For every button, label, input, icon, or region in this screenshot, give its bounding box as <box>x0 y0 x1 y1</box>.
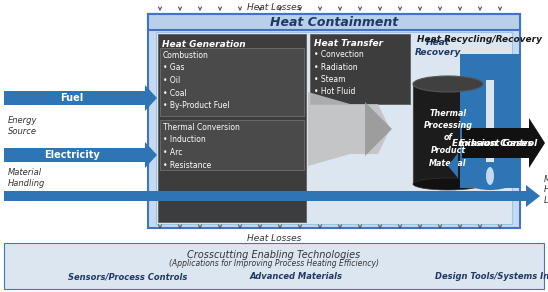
Bar <box>4 91 145 105</box>
Text: Heat Generation: Heat Generation <box>162 40 246 49</box>
Text: Energy
Source: Energy Source <box>8 116 37 136</box>
Text: Advanced Materials: Advanced Materials <box>250 272 343 281</box>
Text: Heat Transfer: Heat Transfer <box>314 39 383 48</box>
Text: Heat Recycling/Recovery: Heat Recycling/Recovery <box>417 36 542 44</box>
Text: Design Tools/Systems Integration: Design Tools/Systems Integration <box>435 272 548 281</box>
Text: Heat Losses: Heat Losses <box>247 234 301 243</box>
Ellipse shape <box>460 162 520 190</box>
Bar <box>148 14 520 30</box>
Bar <box>160 120 304 170</box>
Polygon shape <box>462 118 545 168</box>
Text: • Convection
• Radiation
• Steam
• Hot Fluid: • Convection • Radiation • Steam • Hot F… <box>314 50 364 96</box>
Polygon shape <box>4 85 157 111</box>
Text: Electricity: Electricity <box>44 150 100 160</box>
Bar <box>460 54 486 188</box>
Text: (Applications for Improving Process Heating Efficiency): (Applications for Improving Process Heat… <box>169 259 379 268</box>
Bar <box>413 84 483 184</box>
Text: Fuel: Fuel <box>60 93 84 103</box>
Bar <box>4 191 526 201</box>
Bar <box>310 34 410 104</box>
Bar <box>158 34 306 222</box>
Bar <box>160 48 304 116</box>
Text: Material
Handling
Losses: Material Handling Losses <box>544 175 548 205</box>
Text: Heat Containment: Heat Containment <box>270 15 398 29</box>
Text: Thermal
Processing
of
Product
Material: Thermal Processing of Product Material <box>424 109 472 168</box>
Polygon shape <box>365 102 392 156</box>
Ellipse shape <box>413 76 483 92</box>
Bar <box>4 243 544 289</box>
Text: Thermal Conversion
• Induction
• Arc
• Resistance: Thermal Conversion • Induction • Arc • R… <box>163 123 240 169</box>
Text: Material
Handling: Material Handling <box>8 168 45 188</box>
Bar <box>4 148 145 162</box>
Polygon shape <box>308 92 390 166</box>
Text: Exhaust Gases: Exhaust Gases <box>459 138 533 147</box>
Text: Heat Losses: Heat Losses <box>247 3 301 12</box>
Polygon shape <box>448 153 458 178</box>
Text: Emission Control: Emission Control <box>452 138 537 147</box>
Bar <box>494 54 520 188</box>
Text: Combustion
• Gas
• Oil
• Coal
• By-Product Fuel: Combustion • Gas • Oil • Coal • By-Produ… <box>163 51 230 110</box>
Bar <box>156 32 512 224</box>
Bar <box>460 54 520 80</box>
Polygon shape <box>4 142 157 168</box>
Ellipse shape <box>413 178 483 190</box>
Text: Heat
Recovery: Heat Recovery <box>415 38 461 58</box>
Polygon shape <box>4 185 540 207</box>
Text: Crosscutting Enabling Technologies: Crosscutting Enabling Technologies <box>187 250 361 260</box>
Ellipse shape <box>486 167 494 185</box>
Text: Sensors/Process Controls: Sensors/Process Controls <box>68 272 187 281</box>
Bar <box>148 14 520 228</box>
